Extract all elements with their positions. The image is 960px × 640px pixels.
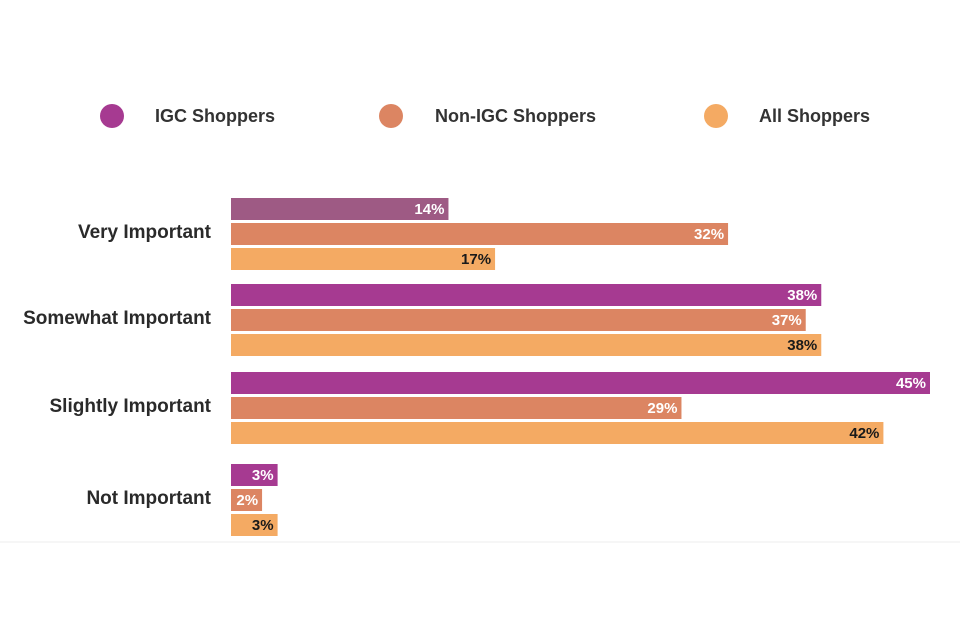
- legend-label-non_igc: Non-IGC Shoppers: [435, 106, 596, 126]
- legend-label-igc: IGC Shoppers: [155, 106, 275, 126]
- bar-igc-somewhat-important: [231, 284, 822, 306]
- value-label-all-somewhat-important: 38%: [787, 337, 817, 354]
- bar-all-very-important: [231, 248, 496, 270]
- bar-igc-not-important: [231, 464, 278, 486]
- legend-label-all: All Shoppers: [759, 106, 870, 126]
- category-label-very-important: Very Important: [78, 222, 212, 243]
- value-label-non_igc-somewhat-important: 37%: [772, 312, 802, 329]
- bars: 14% 32% 17% 38% 37% 38% 45% 29% 42% 3% 2% 3%: [231, 198, 930, 536]
- value-label-igc-not-important: 3%: [252, 467, 274, 484]
- category-labels: Very Important Somewhat Important Slightly…: [23, 222, 212, 509]
- legend-item-all: All Shoppers: [704, 104, 870, 128]
- bar-igc-slightly-important: [231, 372, 930, 394]
- legend: IGC Shoppers Non-IGC Shoppers All Shoppers: [100, 104, 870, 128]
- category-label-somewhat-important: Somewhat Important: [23, 308, 212, 329]
- bar-non_igc-very-important: [231, 223, 729, 245]
- bar-group-somewhat-important: 38% 37% 38%: [231, 284, 822, 356]
- value-label-non_igc-not-important: 2%: [236, 492, 258, 509]
- category-label-slightly-important: Slightly Important: [50, 396, 212, 417]
- legend-swatch-all: [704, 104, 728, 128]
- value-label-igc-very-important: 14%: [414, 201, 444, 218]
- value-label-non_igc-slightly-important: 29%: [647, 400, 677, 417]
- bar-group-very-important: 14% 32% 17%: [231, 198, 729, 270]
- bar-all-somewhat-important: [231, 334, 822, 356]
- legend-item-non_igc: Non-IGC Shoppers: [379, 104, 596, 128]
- bar-non_igc-slightly-important: [231, 397, 682, 419]
- value-label-igc-somewhat-important: 38%: [787, 287, 817, 304]
- value-label-all-slightly-important: 42%: [849, 425, 879, 442]
- bar-non_igc-not-important: [231, 489, 263, 511]
- legend-item-igc: IGC Shoppers: [100, 104, 275, 128]
- value-label-igc-slightly-important: 45%: [896, 375, 926, 392]
- category-label-not-important: Not Important: [86, 488, 211, 509]
- value-label-non_igc-very-important: 32%: [694, 226, 724, 243]
- bar-igc-very-important: [231, 198, 449, 220]
- bar-all-slightly-important: [231, 422, 884, 444]
- value-label-all-very-important: 17%: [461, 251, 491, 268]
- legend-swatch-igc: [100, 104, 124, 128]
- value-label-all-not-important: 3%: [252, 517, 274, 534]
- bar-all-not-important: [231, 514, 278, 536]
- bar-non_igc-somewhat-important: [231, 309, 806, 331]
- legend-swatch-non_igc: [379, 104, 403, 128]
- bar-group-not-important: 3% 2% 3%: [231, 464, 278, 536]
- bar-group-slightly-important: 45% 29% 42%: [231, 372, 930, 444]
